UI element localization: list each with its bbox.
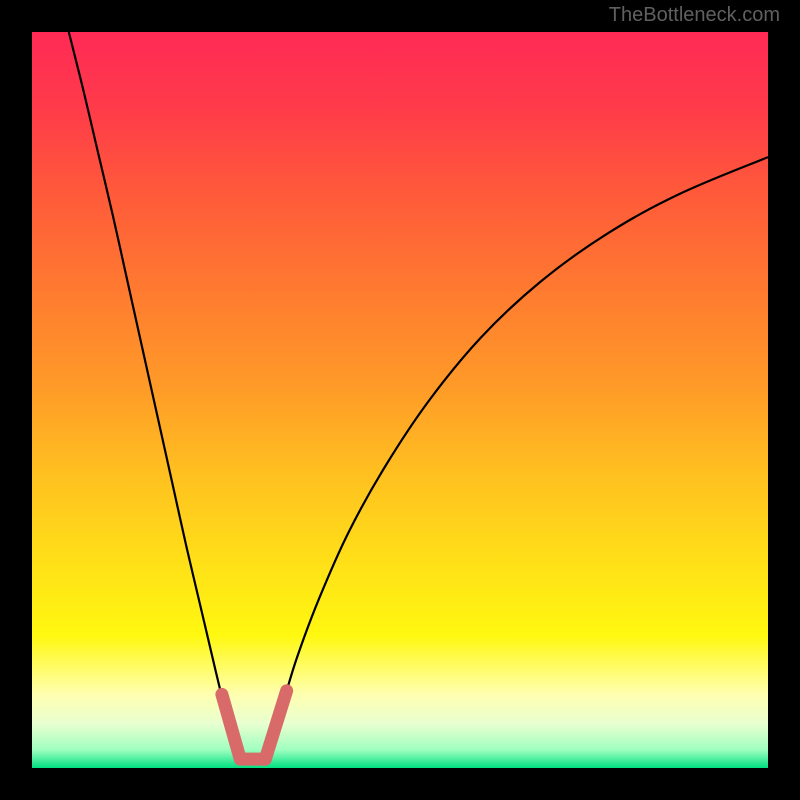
watermark-text: TheBottleneck.com bbox=[609, 4, 780, 27]
chart-container: TheBottleneck.com bbox=[0, 0, 800, 800]
gradient-background bbox=[32, 32, 768, 768]
plot-area bbox=[32, 32, 768, 768]
chart-svg bbox=[32, 32, 768, 768]
